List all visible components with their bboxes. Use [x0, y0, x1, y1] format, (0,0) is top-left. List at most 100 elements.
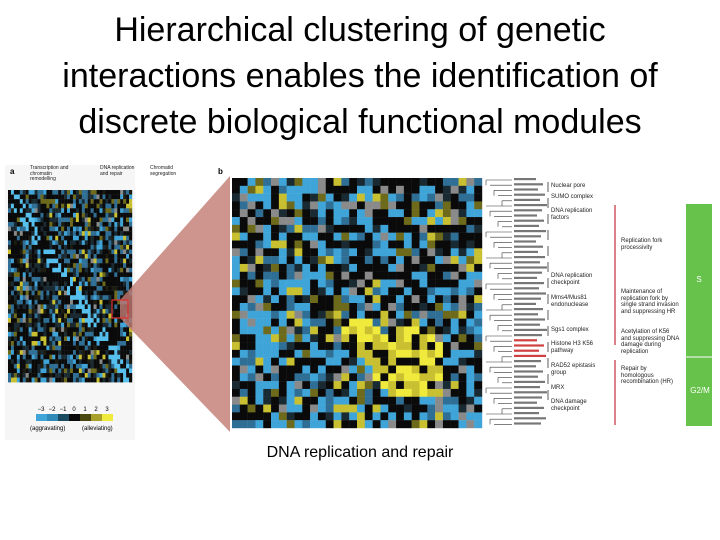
- heatmap-cell: [46, 249, 50, 255]
- heatmap-cell: [111, 190, 115, 195]
- heatmap-cell: [294, 209, 303, 218]
- heatmap-cell: [37, 336, 41, 342]
- heatmap-cell: [19, 258, 23, 264]
- heatmap-cell: [357, 248, 366, 257]
- heatmap-cell: [78, 308, 83, 314]
- heatmap-cell: [61, 258, 65, 264]
- heatmap-cell: [34, 190, 38, 195]
- heatmap-cell: [90, 313, 94, 319]
- heatmap-cell: [64, 267, 68, 273]
- heatmap-cell: [102, 272, 106, 278]
- heatmap-cell: [70, 345, 74, 351]
- heatmap-cell: [43, 318, 47, 323]
- heatmap-cell: [411, 256, 420, 265]
- heatmap-cell: [388, 279, 397, 288]
- heatmap-cell: [99, 272, 103, 278]
- heatmap-cell: [111, 322, 115, 328]
- heatmap-cell: [61, 341, 65, 346]
- heatmap-cell: [16, 345, 21, 351]
- heatmap-cell: [46, 240, 50, 246]
- heatmap-cell: [114, 290, 118, 296]
- heatmap-cell: [13, 304, 18, 310]
- heatmap-cell: [271, 420, 280, 429]
- heatmap-cell: [263, 420, 272, 429]
- heatmap-cell: [99, 276, 103, 282]
- heatmap-cell: [31, 212, 35, 218]
- heatmap-cell: [64, 208, 68, 214]
- heatmap-cell: [64, 318, 68, 323]
- heatmap-cell: [411, 295, 420, 304]
- heatmap-cell: [129, 258, 133, 264]
- heatmap-cell: [278, 388, 287, 397]
- heatmap-cell: [75, 345, 80, 351]
- heatmap-cell: [34, 212, 38, 218]
- heatmap-cell: [70, 313, 74, 319]
- heatmap-cell: [458, 388, 467, 397]
- heatmap-cell: [34, 217, 38, 223]
- heatmap-cell: [19, 199, 23, 204]
- heatmap-cell: [396, 388, 405, 397]
- heatmap-cell: [111, 304, 115, 310]
- heatmap-cell: [96, 295, 100, 301]
- heatmap-cell: [310, 303, 319, 312]
- heatmap-cell: [61, 322, 65, 328]
- heatmap-cell: [474, 388, 483, 397]
- heatmap-cell: [58, 299, 62, 305]
- heatmap-cell: [67, 267, 71, 273]
- heatmap-cell: [67, 190, 71, 195]
- heatmap-cell: [93, 290, 97, 296]
- heatmap-cell: [388, 232, 397, 241]
- heatmap-cell: [70, 295, 74, 301]
- heatmap-cell: [52, 336, 56, 342]
- group-label: DNA replication and repair: [100, 165, 135, 177]
- heatmap-cell: [31, 254, 35, 259]
- heatmap-cell: [442, 185, 451, 194]
- heatmap-cell: [81, 331, 85, 337]
- heatmap-cell: [93, 281, 97, 287]
- heatmap-cell: [67, 304, 71, 310]
- scale-label: −3: [38, 407, 46, 413]
- heatmap-cell: [102, 263, 106, 268]
- heatmap-cell: [49, 327, 53, 333]
- heatmap-cell: [271, 342, 280, 351]
- heatmap-cell: [70, 354, 74, 360]
- heatmap-cell: [67, 290, 71, 296]
- heatmap-cell: [372, 232, 381, 241]
- module-label: Maintenance of replication fork by singl…: [621, 289, 679, 315]
- heatmap-cell: [396, 404, 405, 413]
- heatmap-cell: [58, 217, 62, 223]
- heatmap-cell: [64, 203, 68, 209]
- heatmap-cell: [78, 345, 83, 351]
- heatmap-cell: [87, 368, 91, 374]
- heatmap-cell: [43, 377, 47, 383]
- heatmap-cell: [8, 345, 12, 351]
- phase-bar: [686, 204, 712, 426]
- heatmap-cell: [52, 350, 56, 355]
- heatmap-cell: [271, 396, 280, 405]
- heatmap-cell: [72, 203, 77, 209]
- heatmap-cell: [99, 212, 103, 218]
- heatmap-cell: [16, 208, 21, 214]
- heatmap-cell: [126, 354, 130, 360]
- heatmap-cell: [96, 304, 100, 310]
- heatmap-cell: [75, 276, 80, 282]
- heatmap-cell: [286, 310, 295, 319]
- title-line: discrete biological functional modules: [78, 103, 642, 141]
- heatmap-cell: [442, 224, 451, 233]
- heatmap-cell: [325, 209, 334, 218]
- heatmap-cell: [10, 354, 15, 360]
- heatmap-cell: [403, 232, 412, 241]
- heatmap-cell: [271, 201, 280, 210]
- heatmap-cell: [64, 286, 68, 291]
- heatmap-cell: [96, 212, 100, 218]
- heatmap-cell: [364, 412, 373, 421]
- heatmap-cell: [8, 212, 12, 218]
- heatmap-cell: [111, 313, 115, 319]
- heatmap-cell: [25, 217, 29, 223]
- heatmap-cell: [411, 178, 420, 187]
- heatmap-cell: [49, 263, 53, 268]
- heatmap-cell: [16, 322, 21, 328]
- heatmap-cell: [10, 281, 15, 287]
- heatmap-cell: [40, 363, 44, 369]
- heatmap-cell: [46, 322, 50, 328]
